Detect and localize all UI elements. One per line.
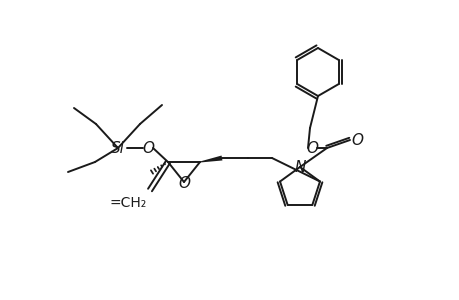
- Polygon shape: [200, 155, 222, 163]
- Text: N: N: [294, 160, 305, 175]
- Text: O: O: [350, 133, 362, 148]
- Text: Si: Si: [111, 140, 125, 155]
- Text: =CH₂: =CH₂: [110, 196, 147, 210]
- Text: O: O: [142, 140, 154, 155]
- Text: O: O: [305, 140, 317, 155]
- Text: O: O: [178, 176, 190, 191]
